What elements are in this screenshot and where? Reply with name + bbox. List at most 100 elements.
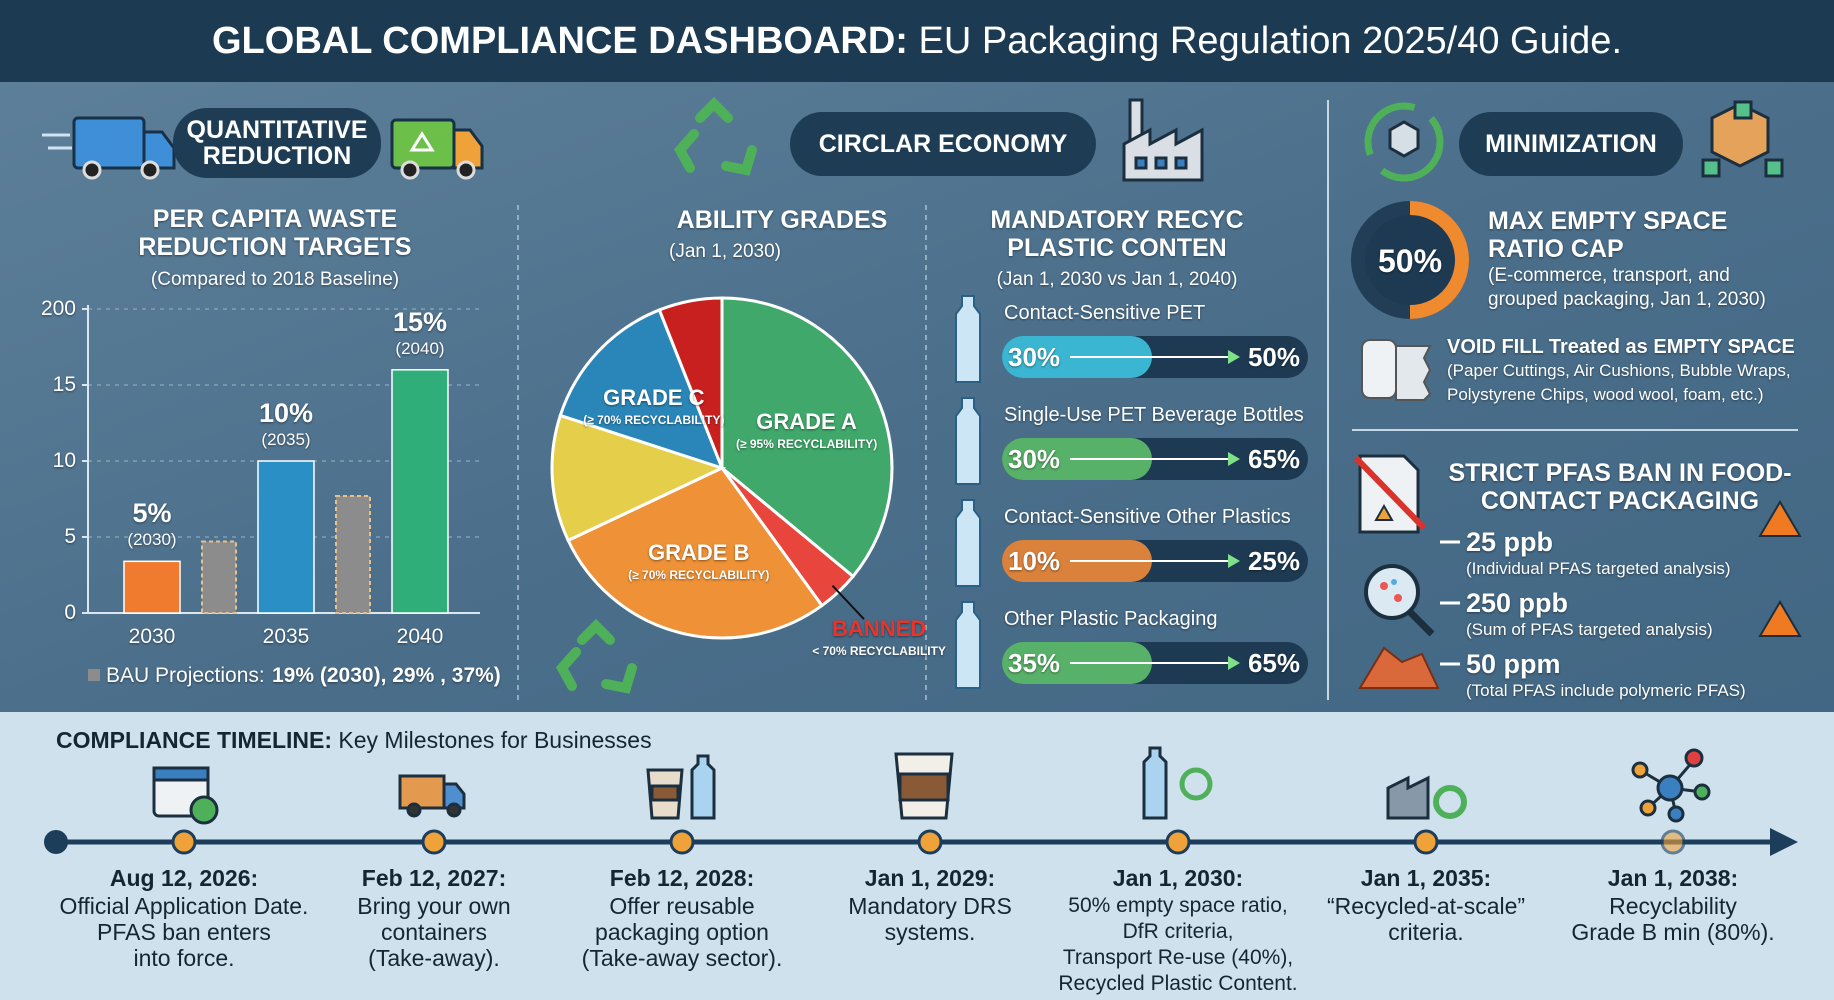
section-note: (E-commerce, transport, and <box>1488 265 1730 286</box>
item-to: 65% <box>1247 648 1300 678</box>
milestone-text: DfR criteria, <box>1122 920 1234 943</box>
truck-icon <box>42 116 176 180</box>
progress-arrowhead <box>1228 350 1240 364</box>
progress-arrowhead <box>1228 452 1240 466</box>
chart-title: ABILITY GRADES <box>676 206 888 234</box>
timeline-title-bold: COMPLIANCE TIMELINE: <box>56 727 332 753</box>
milestone-text: packaging option <box>595 919 769 945</box>
item-label: Other Plastic Packaging <box>1004 608 1218 630</box>
void-fill-icon <box>1361 339 1432 401</box>
slice-label: GRADE B <box>648 539 750 565</box>
milestone-date: Feb 12, 2028: <box>609 865 755 891</box>
milestone-dot <box>917 829 943 855</box>
milestone-text: systems. <box>884 919 976 945</box>
legend-note: 19% (2030), 29% , 37%) <box>272 664 501 687</box>
limit-note: (Sum of PFAS targeted analysis) <box>1466 620 1713 639</box>
pie-slice <box>558 307 725 471</box>
bar-annotation-sub: (2035) <box>261 430 311 449</box>
pfas-doc-icon <box>1353 454 1427 534</box>
milestone-text: Offer reusable <box>609 893 755 919</box>
section-note: Polystyrene Chips, wood wool, foam, etc.… <box>1447 385 1764 404</box>
milestone-dot <box>421 829 447 855</box>
milestone-text: Grade B min (80%). <box>1571 919 1775 945</box>
section-title: MANDATORY RECYC PLASTIC CONTEN <box>990 206 1244 262</box>
milestone-text: 50% empty space ratio, <box>1068 894 1288 917</box>
item-label: Contact-Sensitive Other Plastics <box>1004 506 1291 528</box>
slice-label: GRADE C <box>603 384 705 410</box>
bottle-cycle-icon <box>1142 746 1213 820</box>
milestone-date: Aug 12, 2026: <box>109 865 259 891</box>
pie-slice <box>657 296 724 469</box>
item-to: 25% <box>1247 546 1300 576</box>
y-tick-label: 15 <box>52 373 76 396</box>
item-from: 30% <box>1008 444 1061 474</box>
item-to: 50% <box>1247 342 1300 372</box>
timeline-arrow <box>1770 828 1798 856</box>
item-from: 30% <box>1008 342 1061 372</box>
item-to: 65% <box>1247 444 1300 474</box>
milestone-text: Recycled Plastic Content. <box>1058 972 1298 995</box>
recycle-truck-icon <box>390 118 484 180</box>
milestone-dot <box>1660 829 1686 855</box>
pie-slice <box>720 296 894 579</box>
milestone-dot <box>1413 829 1439 855</box>
slice-label: BANNED <box>832 616 927 642</box>
pillar-label: QUANTITATIVE REDUCTION <box>173 108 381 178</box>
milestone-text: Mandatory DRS <box>848 893 1012 919</box>
bar <box>391 369 449 614</box>
pillar-label: CIRCLAR ECONOMY <box>790 112 1096 176</box>
x-tick-label: 2030 <box>128 625 176 648</box>
limit-note: (Total PFAS include polymeric PFAS) <box>1466 681 1746 700</box>
x-tick-label: 2040 <box>396 625 444 648</box>
slice-sublabel: (≥ 70% RECYCLABILITY) <box>583 412 725 427</box>
y-tick-label: 10 <box>52 449 76 472</box>
section-title: STRICT PFAS BAN IN FOOD-CONTACT PACKAGIN… <box>1448 459 1792 515</box>
milestone-text: Transport Re-use (40%), <box>1062 946 1294 969</box>
truck-icon-small <box>398 774 466 818</box>
calendar-icon <box>152 766 219 825</box>
section-note: (Paper Cuttings, Air Cushions, Bubble Wr… <box>1447 361 1791 380</box>
legend-swatch <box>88 669 100 681</box>
item-from: 35% <box>1008 648 1061 678</box>
limit-value: 25 ppb <box>1466 527 1554 557</box>
factory-gear-icon <box>1386 775 1467 820</box>
progress-arrowhead <box>1228 554 1240 568</box>
milestone-text: criteria. <box>1388 919 1464 945</box>
milestone-date: Jan 1, 2038: <box>1607 865 1739 891</box>
header-title-bold: GLOBAL COMPLIANCE DASHBOARD: <box>212 20 908 62</box>
empty-space-donut <box>1351 201 1469 319</box>
bar-annotation-sub: (2040) <box>395 338 445 358</box>
ratio-value: 50% <box>1377 243 1443 279</box>
coffee-icon <box>894 752 954 820</box>
slice-label: GRADE A <box>756 409 857 435</box>
pile-icon <box>1358 646 1440 689</box>
milestone-dot <box>171 829 197 855</box>
boxes-icon <box>1701 100 1784 178</box>
slice-sublabel: (≥ 95% RECYCLABILITY) <box>735 437 878 452</box>
bar-annotation-sub: (2030) <box>127 530 177 550</box>
chart-title: PER CAPITA WASTE REDUCTION TARGETS <box>138 205 412 261</box>
slice-sublabel: < 70% RECYCLABILITY <box>812 644 946 659</box>
milestone-text: (Take-away sector). <box>581 945 783 971</box>
leader-line <box>831 585 865 620</box>
pie-slice <box>566 466 825 640</box>
timeline-start <box>44 830 68 854</box>
recycle-icon <box>555 618 637 694</box>
milestone-date: Feb 12, 2027: <box>361 865 507 891</box>
item-label: Single-Use PET Beverage Bottles <box>1004 404 1304 426</box>
timeline-title: COMPLIANCE TIMELINE: Key Milestones for … <box>56 727 652 753</box>
pillar-label: MINIMIZATION <box>1459 112 1683 176</box>
milestone-text: into force. <box>133 945 235 971</box>
header: GLOBAL COMPLIANCE DASHBOARD: EU Packagin… <box>0 0 1834 82</box>
y-tick-label: 5 <box>64 525 76 548</box>
milestone-dot <box>1165 829 1191 855</box>
milestone-text: Bring your own <box>357 893 511 919</box>
milestone-dot <box>669 829 695 855</box>
bar-annotation: 15% <box>392 306 448 337</box>
header-title: EU Packaging Regulation 2025/40 Guide. <box>918 20 1622 62</box>
section-subtitle: (Jan 1, 2030 vs Jan 1, 2040) <box>996 269 1238 290</box>
bar-annotation: 10% <box>258 398 314 428</box>
magnifier-icon <box>1364 564 1435 637</box>
molecule-icon <box>1631 748 1711 823</box>
bottle-icons <box>955 295 981 689</box>
